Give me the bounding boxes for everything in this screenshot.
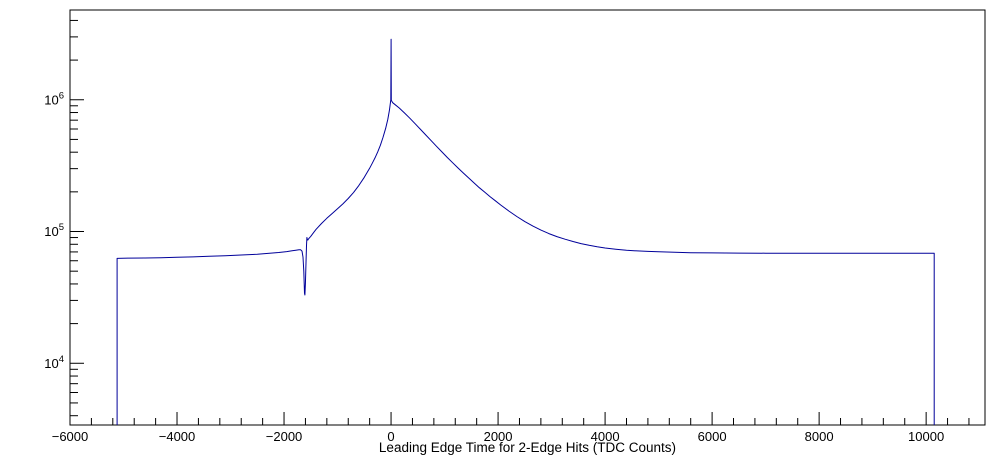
series-line (116, 38, 935, 425)
x-axis-title: Leading Edge Time for 2-Edge Hits (TDC C… (378, 440, 677, 455)
x-tick-label: 0 (387, 429, 394, 444)
x-tick-label: 10000 (908, 429, 944, 444)
x-tick-label: 6000 (698, 429, 727, 444)
x-tick-label: −6000 (52, 429, 89, 444)
x-tick-label: 4000 (591, 429, 620, 444)
y-tick-label: 106 (44, 90, 64, 107)
x-tick-label: −4000 (159, 429, 196, 444)
y-tick-label: 105 (44, 222, 64, 239)
x-tick-label: 2000 (484, 429, 513, 444)
y-tick-label: 104 (44, 354, 64, 371)
plot-frame (69, 9, 986, 426)
x-tick-label: 8000 (805, 429, 834, 444)
x-tick-label: −2000 (266, 429, 303, 444)
